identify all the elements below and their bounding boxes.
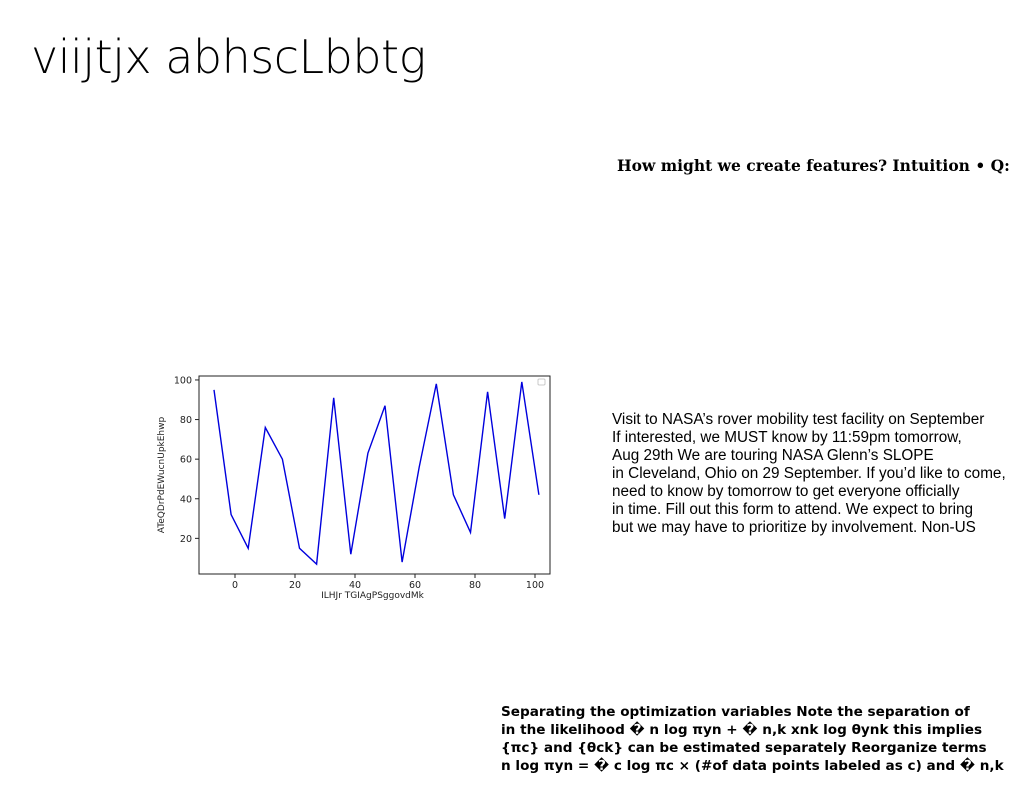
announcement-line: in Cleveland, Ohio on 29 September. If y…: [612, 465, 1024, 483]
announcement-line: need to know by tomorrow to get everyone…: [612, 483, 1024, 501]
question-heading: How might we create features? Intuition …: [617, 156, 1024, 175]
announcement-line: If interested, we MUST know by 11:59pm t…: [612, 429, 1024, 447]
optimization-text: Separating the optimization variables No…: [501, 703, 1024, 775]
x-tick-label: 60: [409, 580, 421, 591]
x-axis-label: ILHJr TGIAgPSggovdMk: [321, 591, 425, 600]
optimization-line: in the likelihood � n log πyn + � n,k xn…: [501, 721, 1024, 739]
y-tick-label: 100: [174, 375, 192, 386]
announcement-line: Aug 29th We are touring NASA Glenn’s SLO…: [612, 447, 1024, 465]
line-chart: 0 20 40 60 80 100 20 40 60 80 100 ILHJr TGIAgPSggov…: [152, 368, 557, 600]
announcement-line: in time. Fill out this form to attend. W…: [612, 501, 1024, 519]
plot-frame: [199, 376, 550, 574]
legend-box: [538, 379, 545, 385]
y-axis-label: ATeQDrPdEWucnUpkEhwp: [157, 417, 167, 534]
announcement-line: Visit to NASA’s rover mobility test faci…: [612, 411, 1024, 429]
optimization-line: n log πyn = � c log πc × (#of data point…: [501, 757, 1024, 775]
optimization-line: {πc} and {θck} can be estimated separate…: [501, 739, 1024, 757]
x-tick-label: 80: [469, 580, 481, 591]
slide-title: viijtjx abhscLbbtg: [31, 32, 426, 83]
announcement-text: Visit to NASA’s rover mobility test faci…: [612, 411, 1024, 537]
announcement-line: but we may have to prioritize by involve…: [612, 519, 1024, 537]
y-tick-label: 80: [180, 415, 192, 426]
x-tick-label: 100: [526, 580, 544, 591]
series-line: [214, 382, 539, 564]
y-tick-label: 60: [180, 455, 192, 466]
x-tick-label: 20: [289, 580, 301, 591]
line-chart-svg: 0 20 40 60 80 100 20 40 60 80 100 ILHJr TGIAgPSggov…: [152, 368, 557, 600]
y-tick-label: 20: [180, 534, 192, 545]
x-tick-label: 40: [349, 580, 361, 591]
y-tick-label: 40: [180, 494, 192, 505]
x-tick-label: 0: [232, 580, 238, 591]
optimization-line: Separating the optimization variables No…: [501, 703, 1024, 721]
